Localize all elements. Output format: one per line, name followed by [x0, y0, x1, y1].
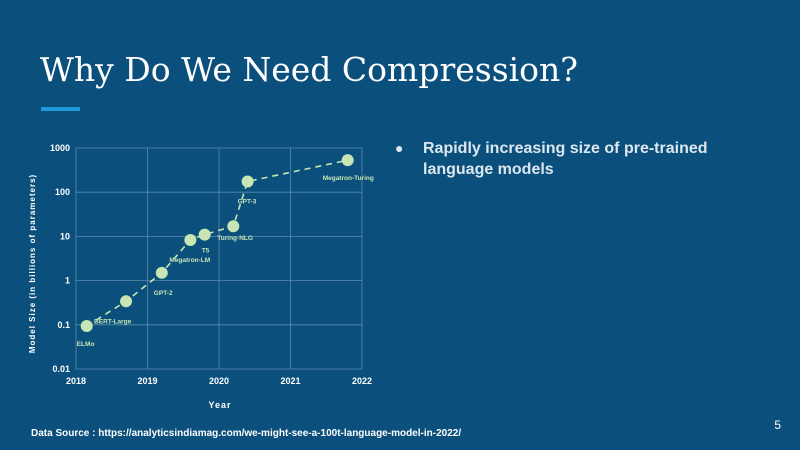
x-tick-label: 2018	[66, 376, 86, 386]
title-underline	[41, 107, 80, 111]
y-tick-label: 0.1	[57, 320, 70, 330]
y-tick-label: 1000	[50, 143, 70, 153]
x-axis-label: Year	[208, 400, 231, 410]
y-tick-label: 100	[55, 187, 70, 197]
y-tick-label: 0.01	[52, 364, 70, 374]
data-point	[80, 319, 93, 332]
data-point	[155, 266, 168, 279]
y-tick-label: 1	[65, 276, 70, 286]
point-label: GPT-3	[238, 198, 257, 205]
data-point	[120, 295, 133, 308]
point-label: Megatron-LM	[169, 257, 210, 264]
bullet-dot-icon: ●	[395, 140, 404, 156]
point-label: Turing-NLG	[217, 235, 253, 242]
x-tick-label: 2022	[352, 376, 372, 386]
data-point	[341, 154, 354, 167]
x-tick-label: 2019	[137, 376, 157, 386]
bullet-item: ● Rapidly increasing size of pre-trained…	[395, 138, 775, 180]
point-label: Megatron-Turing	[323, 175, 374, 182]
point-label: BERT-Large	[94, 318, 132, 325]
data-point	[227, 220, 240, 233]
slide-title: Why Do We Need Compression?	[40, 50, 578, 89]
data-source-note: Data Source : https://analyticsindiamag.…	[31, 428, 462, 439]
y-tick-label: 10	[60, 231, 70, 241]
data-point	[241, 175, 254, 188]
x-tick-label: 2020	[209, 376, 229, 386]
x-tick-label: 2021	[280, 376, 300, 386]
y-axis-label: Model Size (in billions of parameters)	[28, 174, 37, 353]
bullet-list: ● Rapidly increasing size of pre-trained…	[395, 138, 775, 180]
data-point	[184, 233, 197, 246]
page-number: 5	[774, 418, 781, 432]
bullet-text: Rapidly increasing size of pre-trained l…	[423, 140, 708, 178]
point-label: T5	[202, 248, 210, 255]
trend-line	[86, 159, 348, 327]
point-label: GPT-2	[154, 290, 173, 297]
data-point	[198, 228, 211, 241]
point-label: ELMo	[77, 341, 95, 348]
